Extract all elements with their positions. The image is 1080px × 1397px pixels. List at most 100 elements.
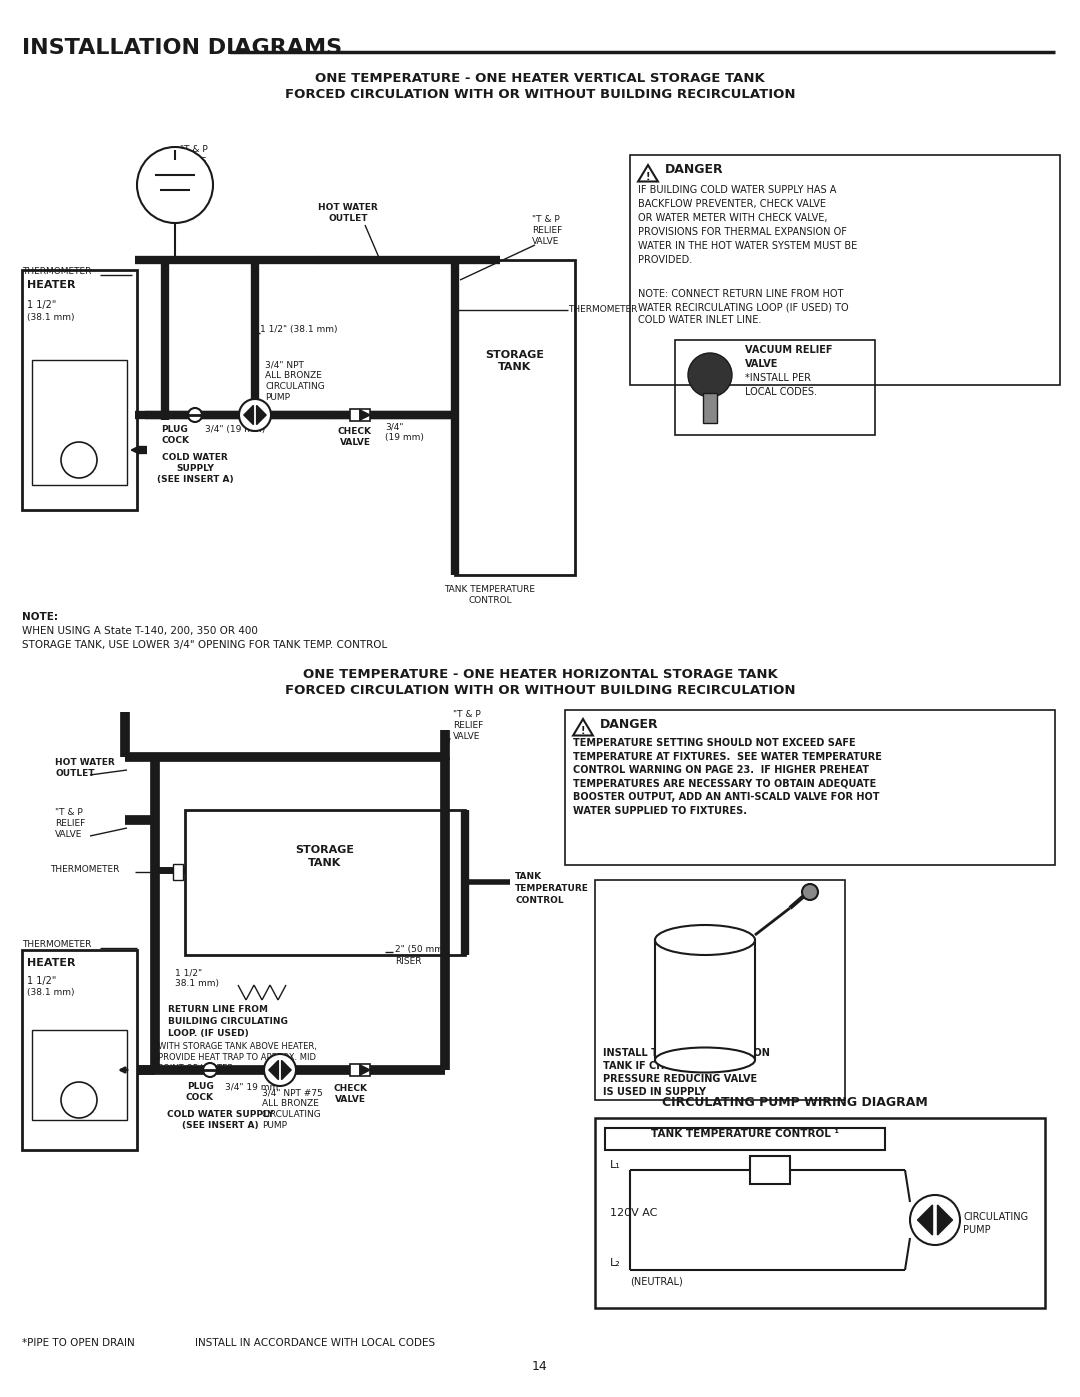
Text: BUILDING CIRCULATING: BUILDING CIRCULATING xyxy=(168,1017,288,1025)
Text: 3/4" NPT: 3/4" NPT xyxy=(265,360,303,369)
Polygon shape xyxy=(360,1065,370,1076)
Text: TEMPERATURE AT FIXTURES.  SEE WATER TEMPERATURE: TEMPERATURE AT FIXTURES. SEE WATER TEMPE… xyxy=(573,752,882,761)
Circle shape xyxy=(910,1194,960,1245)
Text: 14: 14 xyxy=(532,1361,548,1373)
Text: PUMP: PUMP xyxy=(265,393,291,402)
Polygon shape xyxy=(257,405,266,425)
Ellipse shape xyxy=(654,1048,755,1073)
Text: BOOSTER OUTPUT, ADD AN ANTI-SCALD VALVE FOR HOT: BOOSTER OUTPUT, ADD AN ANTI-SCALD VALVE … xyxy=(573,792,879,802)
Text: CHECK: CHECK xyxy=(333,1084,367,1092)
Text: (SEE INSERT A): (SEE INSERT A) xyxy=(157,475,233,483)
Text: COCK: COCK xyxy=(161,436,189,446)
Text: PROVIDE HEAT TRAP TO APPROX. MID: PROVIDE HEAT TRAP TO APPROX. MID xyxy=(158,1053,316,1062)
Text: PRESSURE REDUCING VALVE: PRESSURE REDUCING VALVE xyxy=(603,1074,757,1084)
Ellipse shape xyxy=(654,925,755,956)
Text: TEMPERATURES ARE NECESSARY TO OBTAIN ADEQUATE: TEMPERATURES ARE NECESSARY TO OBTAIN ADE… xyxy=(573,778,876,788)
Circle shape xyxy=(188,408,202,422)
Text: INSTALLATION DIAGRAMS: INSTALLATION DIAGRAMS xyxy=(22,38,342,59)
Text: SUPPLY: SUPPLY xyxy=(176,464,214,474)
Bar xyxy=(654,940,755,1060)
Text: WATER SUPPLIED TO FIXTURES.: WATER SUPPLIED TO FIXTURES. xyxy=(573,806,747,816)
Text: ALL BRONZE: ALL BRONZE xyxy=(265,372,322,380)
Text: ONE TEMPERATURE - ONE HEATER VERTICAL STORAGE TANK: ONE TEMPERATURE - ONE HEATER VERTICAL ST… xyxy=(315,73,765,85)
Bar xyxy=(173,863,183,880)
Text: TEMPERATURE: TEMPERATURE xyxy=(515,884,589,893)
Bar xyxy=(22,950,137,1150)
Text: *INSTALL PER: *INSTALL PER xyxy=(745,373,811,383)
Text: STORAGE TANK, USE LOWER 3/4" OPENING FOR TANK TEMP. CONTROL: STORAGE TANK, USE LOWER 3/4" OPENING FOR… xyxy=(22,640,388,650)
Text: RISER: RISER xyxy=(395,957,421,965)
Text: DANGER: DANGER xyxy=(665,163,724,176)
Text: RELIEF: RELIEF xyxy=(532,226,563,235)
Bar xyxy=(595,1118,1045,1308)
Text: HOT WATER: HOT WATER xyxy=(319,203,378,212)
Text: "T & P: "T & P xyxy=(180,145,207,154)
Text: 1 1/2": 1 1/2" xyxy=(27,977,56,986)
Text: COLD WATER: COLD WATER xyxy=(162,453,228,462)
Text: RETURN LINE FROM: RETURN LINE FROM xyxy=(168,1004,268,1014)
Text: 1 1/2": 1 1/2" xyxy=(175,968,202,977)
Text: 3/4" NPT #75: 3/4" NPT #75 xyxy=(262,1088,323,1097)
Text: THERMOMETER: THERMOMETER xyxy=(568,305,637,314)
Text: TANK: TANK xyxy=(309,858,341,868)
Bar xyxy=(703,393,717,423)
Text: (NEUTRAL): (NEUTRAL) xyxy=(630,1275,683,1287)
Bar xyxy=(185,810,465,956)
Text: PROVISIONS FOR THERMAL EXPANSION OF: PROVISIONS FOR THERMAL EXPANSION OF xyxy=(638,226,847,237)
Text: THERMOMETER: THERMOMETER xyxy=(22,940,92,949)
Text: WATER IN THE HOT WATER SYSTEM MUST BE: WATER IN THE HOT WATER SYSTEM MUST BE xyxy=(638,242,858,251)
Circle shape xyxy=(60,1083,97,1118)
Text: RELIEF: RELIEF xyxy=(55,819,85,828)
Text: "T & P: "T & P xyxy=(453,710,481,719)
Text: VALVE: VALVE xyxy=(55,830,82,840)
Text: POINT OF HEATER: POINT OF HEATER xyxy=(158,1065,233,1073)
Text: VALVE: VALVE xyxy=(532,237,559,246)
Polygon shape xyxy=(937,1206,953,1235)
Bar xyxy=(455,260,575,576)
Bar xyxy=(605,1127,885,1150)
Text: 3/4" 19 mm: 3/4" 19 mm xyxy=(225,1083,279,1091)
Text: L₁: L₁ xyxy=(610,1160,621,1171)
Text: !: ! xyxy=(581,726,585,736)
Circle shape xyxy=(137,147,213,224)
Text: PLUG: PLUG xyxy=(162,425,188,434)
Text: 38.1 mm): 38.1 mm) xyxy=(175,979,219,988)
Text: 2" (50 mm): 2" (50 mm) xyxy=(395,944,446,954)
Text: STORAGE: STORAGE xyxy=(486,351,544,360)
Text: (SEE INSERT A): (SEE INSERT A) xyxy=(181,1120,258,1130)
Text: PUMP: PUMP xyxy=(262,1120,287,1130)
Text: VALVE: VALVE xyxy=(453,732,481,740)
Text: L₂: L₂ xyxy=(610,1259,621,1268)
Circle shape xyxy=(264,1053,296,1085)
Bar xyxy=(630,155,1059,386)
Text: IS USED IN SUPPLY: IS USED IN SUPPLY xyxy=(603,1087,706,1097)
Text: PROVIDED.: PROVIDED. xyxy=(638,256,692,265)
Text: TANK TEMPERATURE: TANK TEMPERATURE xyxy=(445,585,536,594)
Text: PLUG: PLUG xyxy=(187,1083,214,1091)
Text: LOCAL CODES.: LOCAL CODES. xyxy=(745,387,816,397)
Text: 1 1/2" (38.1 mm): 1 1/2" (38.1 mm) xyxy=(260,326,337,334)
Bar xyxy=(350,1065,370,1076)
Text: COCK: COCK xyxy=(186,1092,214,1102)
Bar xyxy=(595,880,845,1099)
Circle shape xyxy=(802,884,818,900)
Text: TANK IF CHECK VALVE OR: TANK IF CHECK VALVE OR xyxy=(603,1060,742,1071)
Bar xyxy=(22,270,137,510)
Bar xyxy=(565,710,1055,865)
Text: 3/4" (19 mm): 3/4" (19 mm) xyxy=(205,425,266,434)
Text: VALVE: VALVE xyxy=(335,1095,365,1104)
Text: IF BUILDING COLD WATER SUPPLY HAS A: IF BUILDING COLD WATER SUPPLY HAS A xyxy=(638,184,836,196)
Polygon shape xyxy=(918,1206,932,1235)
Polygon shape xyxy=(573,719,593,735)
Text: COLD WATER SUPPLY: COLD WATER SUPPLY xyxy=(166,1111,273,1119)
Text: (38.1 mm): (38.1 mm) xyxy=(27,988,75,997)
Text: NOTE:: NOTE: xyxy=(22,612,58,622)
Text: INSTALL THERMAL EXPANSION: INSTALL THERMAL EXPANSION xyxy=(603,1048,770,1058)
Text: CIRCULATING: CIRCULATING xyxy=(265,381,325,391)
Text: VALVE: VALVE xyxy=(339,439,370,447)
Text: FORCED CIRCULATION WITH OR WITHOUT BUILDING RECIRCULATION: FORCED CIRCULATION WITH OR WITHOUT BUILD… xyxy=(285,88,795,101)
Text: TANK: TANK xyxy=(515,872,542,882)
Text: CONTROL: CONTROL xyxy=(469,597,512,605)
Circle shape xyxy=(60,441,97,478)
Text: FORCED CIRCULATION WITH OR WITHOUT BUILDING RECIRCULATION: FORCED CIRCULATION WITH OR WITHOUT BUILD… xyxy=(285,685,795,697)
